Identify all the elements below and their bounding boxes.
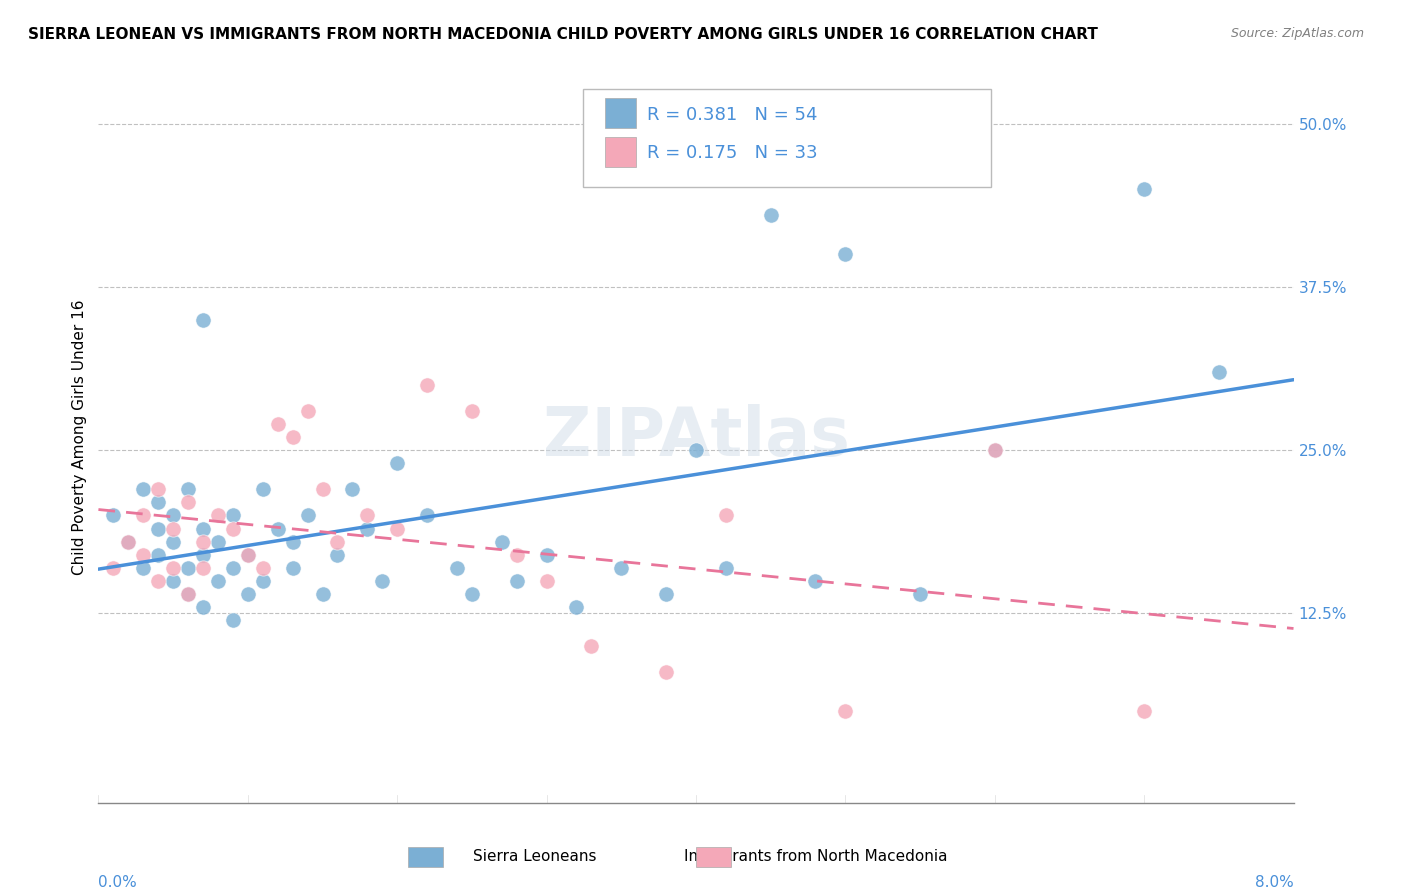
Point [103, 508, 125, 523]
Point [281, 430, 304, 444]
Point [714, 560, 737, 574]
Point [162, 521, 184, 535]
Text: ZIPAtlas: ZIPAtlas [543, 404, 849, 470]
Text: Immigrants from North Macedonia: Immigrants from North Macedonia [683, 849, 948, 863]
Point [267, 521, 290, 535]
Point [191, 312, 214, 326]
Point [252, 560, 274, 574]
Point [117, 534, 139, 549]
Point [506, 574, 529, 588]
Point [132, 483, 155, 497]
Point [162, 560, 184, 574]
Point [281, 534, 304, 549]
Point [385, 456, 409, 470]
Point [1208, 365, 1230, 379]
Point [342, 483, 364, 497]
Point [117, 534, 139, 549]
Point [326, 548, 349, 562]
Point [177, 560, 200, 574]
Point [610, 560, 633, 574]
Point [759, 208, 782, 222]
Point [132, 548, 155, 562]
Text: 8.0%: 8.0% [1254, 875, 1294, 889]
Point [132, 508, 155, 523]
Point [267, 417, 290, 431]
Point [162, 534, 184, 549]
Point [356, 508, 378, 523]
Point [655, 665, 678, 680]
Point [297, 404, 319, 418]
Point [461, 404, 484, 418]
Point [252, 483, 274, 497]
Y-axis label: Child Poverty Among Girls Under 16: Child Poverty Among Girls Under 16 [72, 300, 87, 574]
Point [236, 587, 259, 601]
Point [446, 560, 468, 574]
Point [222, 560, 245, 574]
Point [177, 495, 200, 509]
Point [132, 560, 155, 574]
Point [191, 560, 214, 574]
Point [834, 705, 856, 719]
Point [685, 443, 707, 458]
Point [222, 613, 245, 627]
Point [983, 443, 1005, 458]
Point [281, 560, 304, 574]
Point [191, 534, 214, 549]
Point [371, 574, 394, 588]
Point [506, 548, 529, 562]
Point [162, 508, 184, 523]
Point [207, 508, 229, 523]
Point [804, 574, 827, 588]
Text: 0.0%: 0.0% [98, 875, 138, 889]
Point [565, 599, 588, 614]
Text: R = 0.381   N = 54: R = 0.381 N = 54 [647, 106, 817, 124]
Point [162, 574, 184, 588]
Point [236, 548, 259, 562]
Point [983, 443, 1005, 458]
Point [385, 521, 409, 535]
Point [416, 508, 439, 523]
Point [461, 587, 484, 601]
Point [714, 508, 737, 523]
Point [536, 548, 558, 562]
Point [908, 587, 931, 601]
Point [1133, 182, 1156, 196]
Point [191, 548, 214, 562]
Point [207, 534, 229, 549]
Text: SIERRA LEONEAN VS IMMIGRANTS FROM NORTH MACEDONIA CHILD POVERTY AMONG GIRLS UNDE: SIERRA LEONEAN VS IMMIGRANTS FROM NORTH … [28, 27, 1098, 42]
Point [207, 574, 229, 588]
Point [222, 508, 245, 523]
Point [103, 560, 125, 574]
Point [177, 587, 200, 601]
Point [655, 587, 678, 601]
Point [148, 521, 170, 535]
Point [252, 574, 274, 588]
Point [326, 534, 349, 549]
Point [491, 534, 513, 549]
Text: R = 0.175   N = 33: R = 0.175 N = 33 [647, 145, 817, 162]
Point [191, 521, 214, 535]
Point [148, 495, 170, 509]
Point [356, 521, 378, 535]
Point [311, 587, 333, 601]
Point [834, 247, 856, 261]
Point [311, 483, 333, 497]
Text: Sierra Leoneans: Sierra Leoneans [472, 849, 596, 863]
Point [191, 599, 214, 614]
Point [148, 483, 170, 497]
Point [1133, 705, 1156, 719]
Point [581, 639, 603, 653]
Point [536, 574, 558, 588]
Point [177, 483, 200, 497]
Point [297, 508, 319, 523]
Point [236, 548, 259, 562]
Point [416, 377, 439, 392]
Point [148, 548, 170, 562]
Text: Source: ZipAtlas.com: Source: ZipAtlas.com [1230, 27, 1364, 40]
Point [148, 574, 170, 588]
Point [177, 587, 200, 601]
Point [222, 521, 245, 535]
